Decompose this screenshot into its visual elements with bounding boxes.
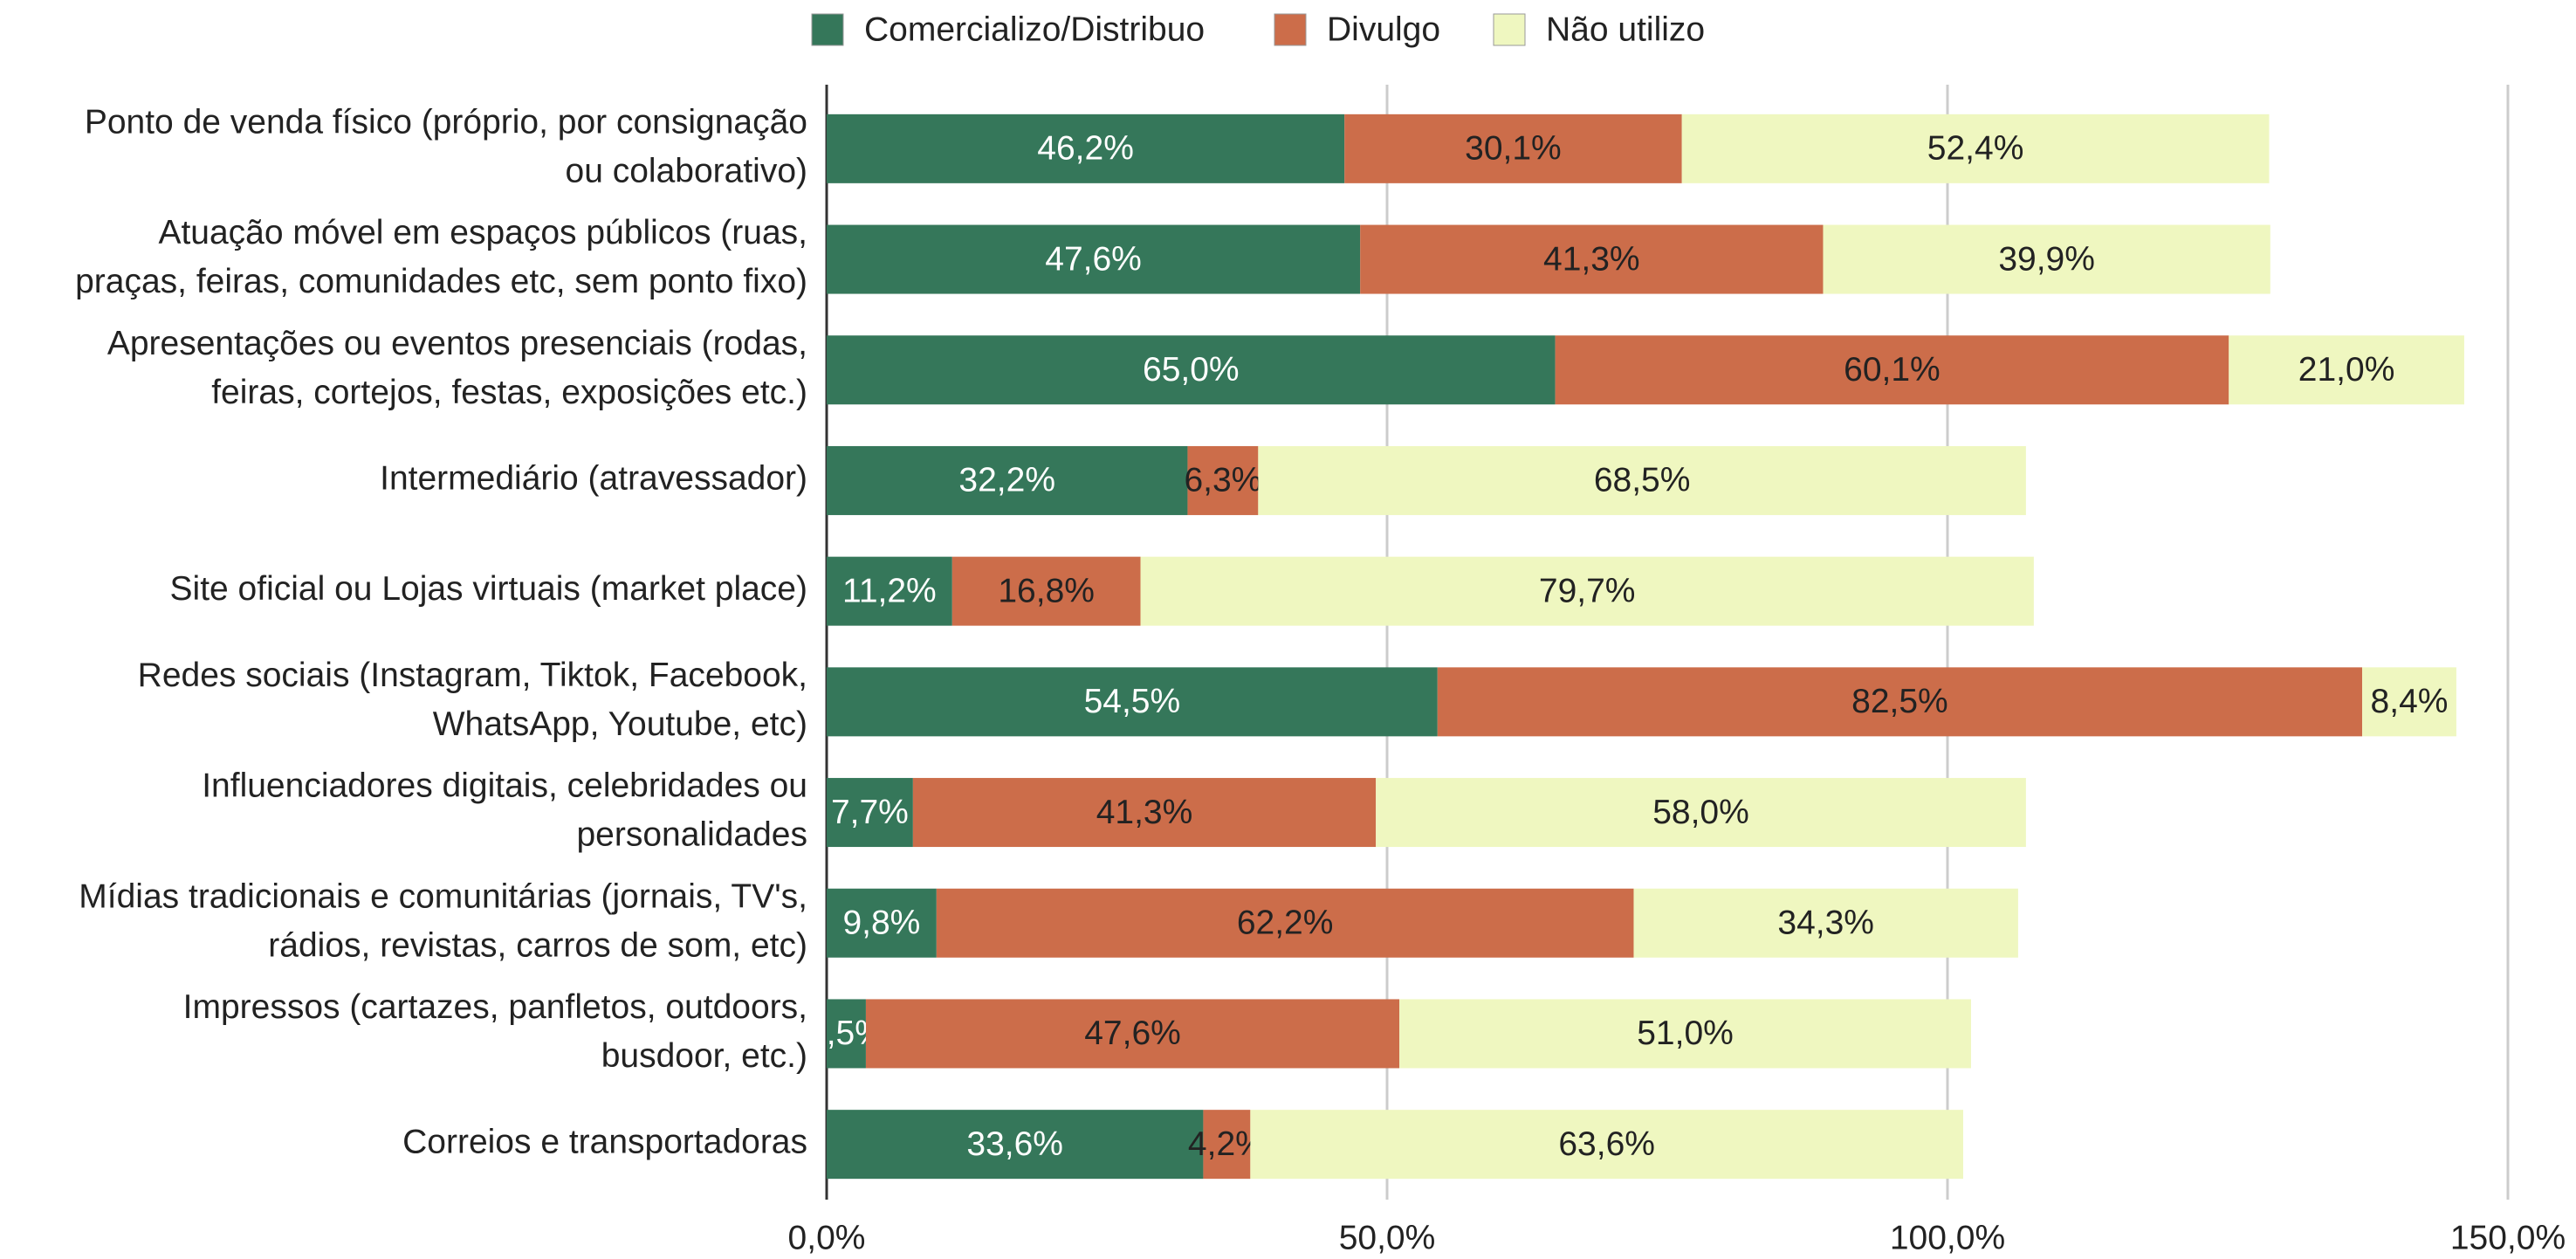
bar-segment	[1344, 114, 1682, 183]
legend-swatch	[1493, 13, 1526, 46]
bar-segment	[827, 888, 937, 958]
y-tick-label: Intermediário (atravessador)	[380, 460, 807, 498]
bar-segment	[2362, 667, 2456, 737]
data-label: 51,0%	[1637, 1015, 1734, 1052]
legend-label: Não utilizo	[1546, 10, 1705, 48]
y-tick-label-line: WhatsApp, Youtube, etc)	[433, 705, 807, 743]
bar-segment	[827, 778, 913, 848]
legend-label: Divulgo	[1327, 10, 1440, 48]
data-label: 62,2%	[1237, 905, 1334, 942]
data-label: 47,6%	[1045, 240, 1142, 278]
bar-segment	[827, 114, 1345, 183]
y-tick-label: Apresentações ou eventos presenciais (ro…	[107, 325, 807, 411]
bar-segment	[827, 445, 1188, 515]
data-label: 33,6%	[966, 1125, 1063, 1163]
data-label: 79,7%	[1539, 572, 1636, 609]
x-tick-label: 150,0%	[2450, 1219, 2566, 1256]
bar-segment	[1203, 1110, 1251, 1180]
y-tick-label: Correios e transportadoras	[402, 1124, 807, 1161]
bar-segment	[1250, 1110, 1963, 1180]
data-label: 54,5%	[1084, 683, 1181, 720]
y-tick-label-line: personalidades	[576, 816, 807, 854]
bar-segment	[1555, 335, 2229, 405]
y-tick-label-line: Redes sociais (Instagram, Tiktok, Facebo…	[138, 657, 807, 694]
data-label: 21,0%	[2298, 351, 2395, 389]
data-label: 8,4%	[2371, 683, 2449, 720]
bar-segment	[827, 1110, 1204, 1180]
bar-segment	[1187, 445, 1259, 515]
y-tick-label: Redes sociais (Instagram, Tiktok, Facebo…	[138, 657, 807, 743]
data-label: 41,3%	[1543, 240, 1640, 278]
y-tick-label-line: busdoor, etc.)	[601, 1037, 807, 1075]
y-tick-label: Ponto de venda físico (próprio, por cons…	[85, 104, 807, 190]
data-label: 6,3%	[1184, 462, 1261, 499]
y-tick-label: Mídias tradicionais e comunitárias (jorn…	[79, 878, 807, 965]
y-tick-label: Impressos (cartazes, panfletos, outdoors…	[183, 988, 807, 1075]
legend-swatch	[1274, 13, 1307, 46]
bar-segment	[2229, 335, 2464, 405]
data-label: 68,5%	[1594, 462, 1691, 499]
y-tick-label: Influenciadores digitais, celebridades o…	[202, 767, 807, 854]
y-tick-label: Atuação móvel em espaços públicos (ruas,…	[75, 214, 807, 300]
data-label: 65,0%	[1143, 351, 1240, 389]
data-label: 63,6%	[1558, 1125, 1655, 1163]
y-tick-label-line: Ponto de venda físico (próprio, por cons…	[85, 104, 807, 141]
y-tick-label-line: ou colaborativo)	[566, 153, 808, 190]
x-tick-label: 100,0%	[1890, 1219, 2005, 1256]
legend-label: Comercializo/Distribuo	[864, 10, 1205, 48]
y-tick-label-line: rádios, revistas, carros de som, etc)	[268, 927, 807, 965]
data-label: 47,6%	[1084, 1015, 1181, 1052]
bar-segment	[1376, 778, 2026, 848]
bar-segment	[936, 888, 1634, 958]
y-tick-label-line: Intermediário (atravessador)	[380, 460, 807, 498]
bar-segment	[827, 999, 866, 1069]
y-tick-label-line: Site oficial ou Lojas virtuais (market p…	[170, 570, 807, 608]
data-label: 82,5%	[1851, 683, 1948, 720]
data-label: 30,1%	[1465, 130, 1562, 168]
data-label: 11,2%	[842, 572, 937, 609]
y-tick-label-line: feiras, cortejos, festas, exposições etc…	[211, 374, 807, 411]
y-tick-label-line: Apresentações ou eventos presenciais (ro…	[107, 325, 807, 362]
y-tick-label-line: Mídias tradicionais e comunitárias (jorn…	[79, 878, 807, 916]
bar-segment	[827, 556, 952, 626]
data-label: 34,3%	[1777, 905, 1874, 942]
bar-segment	[1399, 999, 1971, 1069]
bar-segment	[1437, 667, 2363, 737]
bar-segment	[912, 778, 1377, 848]
x-tick-label: 0,0%	[788, 1219, 866, 1256]
bar-segment	[1360, 224, 1824, 294]
y-tick-label-line: praças, feiras, comunidades etc, sem pon…	[75, 263, 807, 300]
bar-segment	[951, 556, 1141, 626]
bar-segment	[827, 667, 1438, 737]
bar-segment	[1633, 888, 2018, 958]
data-label: 58,0%	[1652, 794, 1749, 831]
data-label: 9,8%	[842, 905, 920, 942]
y-tick-label-line: Correios e transportadoras	[402, 1124, 807, 1161]
bar-segment	[1140, 556, 2034, 626]
bar-segment	[865, 999, 1400, 1069]
y-tick-label: Site oficial ou Lojas virtuais (market p…	[170, 570, 807, 608]
data-label: 41,3%	[1096, 794, 1193, 831]
bar-segment	[1258, 445, 2026, 515]
y-tick-label-line: Influenciadores digitais, celebridades o…	[202, 767, 807, 805]
x-tick-label: 50,0%	[1339, 1219, 1436, 1256]
legend-swatch	[811, 13, 844, 46]
bar-segment	[1681, 114, 2270, 183]
bar-segment	[827, 335, 1556, 405]
data-label: 16,8%	[998, 572, 1095, 609]
bar-segment	[1823, 224, 2270, 294]
y-tick-label-line: Impressos (cartazes, panfletos, outdoors…	[183, 988, 807, 1026]
data-label: 39,9%	[1998, 240, 2095, 278]
data-label: 32,2%	[958, 462, 1055, 499]
data-label: 46,2%	[1037, 130, 1134, 168]
y-tick-label-line: Atuação móvel em espaços públicos (ruas,	[158, 214, 807, 251]
bar-segment	[827, 224, 1361, 294]
data-label: 7,7%	[831, 794, 909, 831]
data-label: 52,4%	[1927, 130, 2024, 168]
data-label: 60,1%	[1844, 351, 1941, 389]
